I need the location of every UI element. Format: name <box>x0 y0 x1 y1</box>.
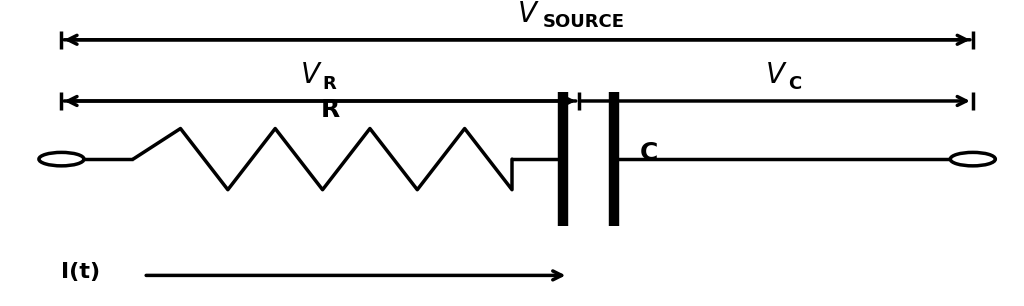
Text: C: C <box>640 141 658 165</box>
Text: C: C <box>788 75 801 93</box>
Text: R: R <box>321 99 340 122</box>
Text: $V$: $V$ <box>299 61 323 89</box>
Text: R: R <box>322 75 336 93</box>
Text: $V$: $V$ <box>765 61 788 89</box>
Text: $V$: $V$ <box>517 0 540 28</box>
Text: SOURCE: SOURCE <box>543 13 625 31</box>
Text: I(t): I(t) <box>61 262 100 282</box>
